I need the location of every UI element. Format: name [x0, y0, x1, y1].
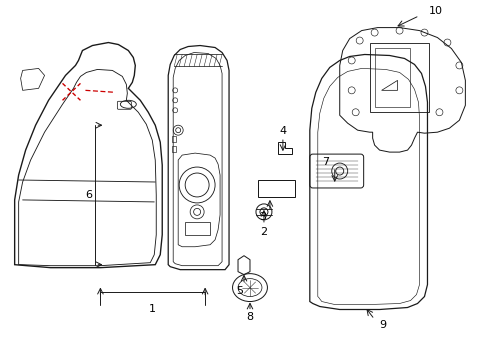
Text: 2: 2	[260, 227, 267, 237]
Text: 7: 7	[322, 157, 328, 167]
Text: 6: 6	[85, 190, 92, 200]
Text: 5: 5	[236, 285, 243, 296]
Text: 8: 8	[246, 312, 253, 323]
Text: 9: 9	[378, 320, 386, 330]
Text: 3: 3	[259, 212, 266, 222]
Text: 4: 4	[279, 126, 286, 136]
Text: 1: 1	[148, 305, 156, 315]
Text: 10: 10	[427, 6, 442, 15]
